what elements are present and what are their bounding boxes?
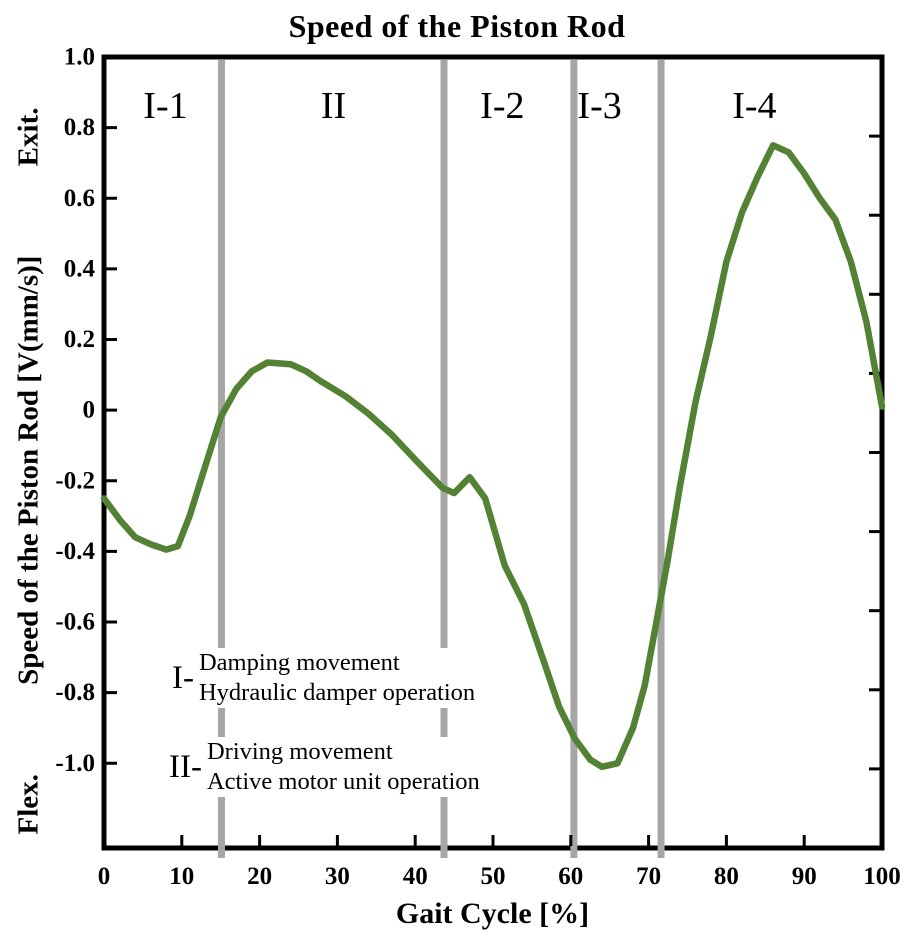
plot-border: [101, 54, 885, 851]
x-tick-label: 10: [169, 863, 194, 890]
legend-text-driving: Driving movement Active motor unit opera…: [207, 737, 480, 797]
legend-prefix-II: II-: [169, 748, 202, 785]
speed-curve: [100, 142, 886, 771]
x-tick-label: 20: [247, 863, 272, 890]
y-axis-label-exit: Exit.: [12, 107, 44, 167]
x-tick-label: 100: [863, 863, 901, 890]
y-tick-label: -0.2: [55, 467, 95, 494]
legend-prefix-I: I-: [172, 659, 194, 696]
legend-line: Hydraulic damper operation: [198, 679, 476, 706]
y-tick-label: -0.6: [55, 609, 95, 636]
region-label-I-4: I-4: [732, 85, 776, 127]
legend-line: Damping movement: [198, 649, 400, 676]
y-tick-label: -1.0: [55, 750, 95, 777]
y-axis-label-main: Speed of the Piston Rod [V(mm/s)]: [12, 255, 44, 685]
legend-item-driving: II- Driving movement Active motor unit o…: [169, 737, 484, 797]
y-tick-label: 0: [83, 397, 96, 424]
legend-line: Driving movement: [206, 738, 393, 765]
x-tick-label: 90: [792, 863, 817, 890]
y-tick-label: 0.6: [64, 185, 95, 212]
x-tick-label: 50: [481, 863, 506, 890]
legend-text-damping: Damping movement Hydraulic damper operat…: [199, 648, 475, 708]
region-label-II: II: [321, 85, 346, 127]
x-tick-label: 30: [325, 863, 350, 890]
y-axis-label-flex: Flex.: [12, 774, 44, 835]
y-axis-label: Flex. Speed of the Piston Rod [V(mm/s)] …: [7, 108, 51, 835]
y-tick-label: 0.2: [64, 326, 95, 353]
region-label-I-3: I-3: [577, 85, 621, 127]
y-tick-label: 1.0: [64, 44, 95, 71]
chart-title: Speed of the Piston Rod: [288, 8, 626, 44]
legend-line: Active motor unit operation: [206, 768, 480, 795]
y-tick-label: 0.8: [64, 114, 95, 141]
x-tick-label: 40: [403, 863, 428, 890]
x-tick-label: 80: [714, 863, 739, 890]
legend-item-damping: I- Damping movement Hydraulic damper ope…: [172, 648, 480, 708]
y-tick-label: -0.4: [55, 538, 95, 565]
y-tick-label: 0.4: [64, 255, 96, 282]
y-tick-label: -0.8: [55, 679, 95, 706]
x-tick-label: 70: [636, 863, 661, 890]
x-tick-label: 0: [98, 863, 111, 890]
region-label-I-1: I-1: [143, 85, 187, 127]
x-axis-label: Gait Cycle [%]: [395, 897, 590, 930]
x-tick-label: 60: [558, 863, 583, 890]
region-label-I-2: I-2: [480, 85, 524, 127]
